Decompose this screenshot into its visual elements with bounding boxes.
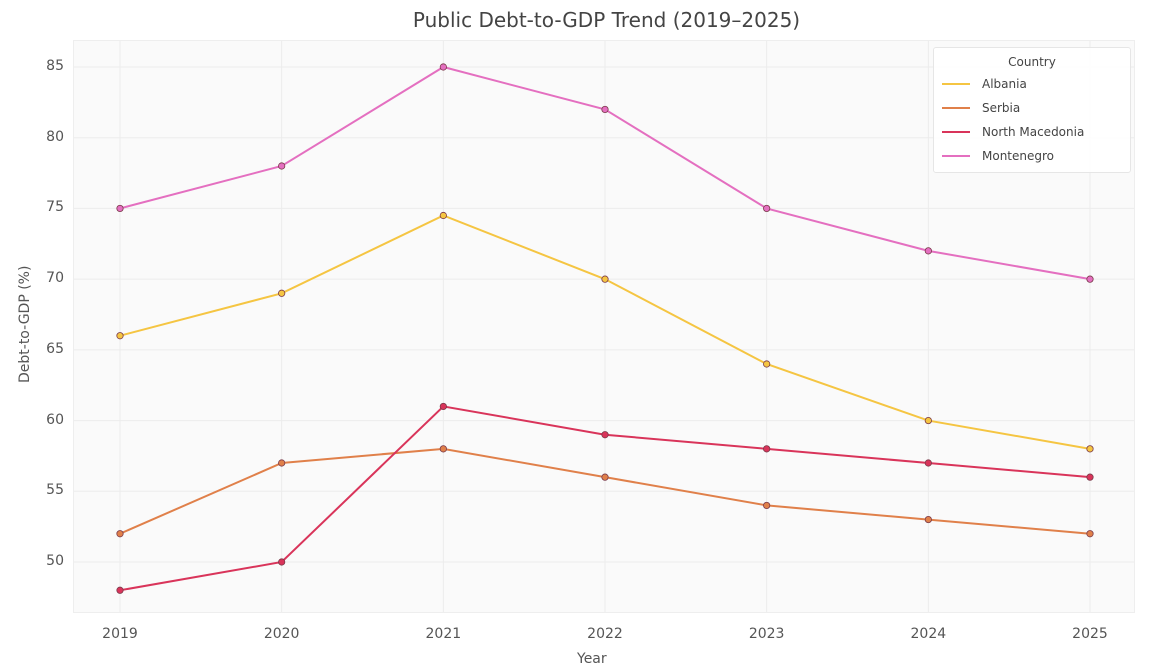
data-point bbox=[601, 275, 609, 283]
y-tick-label: 70 bbox=[46, 270, 64, 287]
data-point bbox=[439, 63, 447, 71]
data-point bbox=[116, 332, 124, 340]
data-point bbox=[601, 105, 609, 114]
x-tick-label: 2025 bbox=[1072, 626, 1108, 642]
y-tick-label: 80 bbox=[46, 128, 64, 145]
x-tick-label: 2021 bbox=[425, 626, 462, 642]
data-point bbox=[763, 445, 771, 453]
data-point bbox=[278, 558, 286, 566]
series-montenegro bbox=[116, 63, 1094, 283]
y-tick-label: 85 bbox=[46, 58, 64, 74]
x-tick-label: 2023 bbox=[748, 626, 785, 642]
data-point bbox=[439, 211, 447, 220]
series-albania bbox=[116, 211, 1094, 453]
data-point bbox=[924, 247, 932, 255]
data-point bbox=[1086, 530, 1094, 538]
y-axis-label: Debt-to-GDP (%) bbox=[17, 265, 33, 383]
data-point bbox=[601, 473, 609, 481]
legend-title: Country bbox=[1008, 55, 1056, 69]
legend-line-icon bbox=[942, 131, 970, 133]
series-north-macedonia bbox=[116, 402, 1094, 594]
legend-label: Serbia bbox=[982, 101, 1021, 115]
data-point bbox=[763, 501, 771, 510]
chart-title: Public Debt-to-GDP Trend (2019–2025) bbox=[412, 8, 801, 32]
data-point bbox=[924, 459, 932, 467]
data-point bbox=[1086, 473, 1094, 481]
data-point bbox=[278, 459, 286, 467]
data-point bbox=[116, 204, 124, 213]
legend-item: Albania bbox=[934, 72, 1130, 96]
legend-label: Montenegro bbox=[982, 149, 1055, 163]
x-tick-label: 2020 bbox=[263, 626, 300, 642]
series-serbia bbox=[116, 445, 1094, 538]
data-point bbox=[924, 515, 932, 524]
x-axis-label: Year bbox=[577, 651, 607, 667]
data-point bbox=[278, 162, 286, 170]
data-point bbox=[763, 360, 771, 368]
legend-item: Montenegro bbox=[934, 144, 1130, 168]
legend-line-icon bbox=[942, 155, 970, 157]
legend-item: Serbia bbox=[934, 96, 1130, 120]
y-tick-label: 60 bbox=[46, 411, 64, 428]
legend-line-icon bbox=[942, 83, 970, 85]
x-tick-label: 2019 bbox=[102, 626, 138, 642]
y-tick-label: 75 bbox=[46, 199, 64, 216]
data-point bbox=[763, 204, 771, 213]
y-tick-label: 65 bbox=[46, 340, 64, 357]
x-tick-label: 2024 bbox=[910, 626, 947, 642]
legend: Country Albania Serbia North Macedonia Mont… bbox=[933, 47, 1131, 173]
legend-label: North Macedonia bbox=[982, 125, 1085, 139]
data-point bbox=[116, 586, 124, 594]
data-point bbox=[601, 431, 609, 439]
data-point bbox=[278, 289, 286, 297]
legend-item: North Macedonia bbox=[934, 120, 1130, 144]
y-tick-label: 50 bbox=[46, 553, 64, 569]
data-point bbox=[439, 402, 447, 411]
x-tick-label: 2022 bbox=[587, 626, 623, 642]
legend-line-icon bbox=[942, 107, 970, 109]
data-point bbox=[1086, 445, 1094, 453]
data-point bbox=[116, 530, 124, 538]
y-tick-label: 55 bbox=[46, 482, 64, 499]
data-point bbox=[924, 416, 932, 425]
data-point bbox=[439, 445, 447, 453]
data-point bbox=[1086, 275, 1094, 283]
legend-label: Albania bbox=[982, 77, 1027, 91]
